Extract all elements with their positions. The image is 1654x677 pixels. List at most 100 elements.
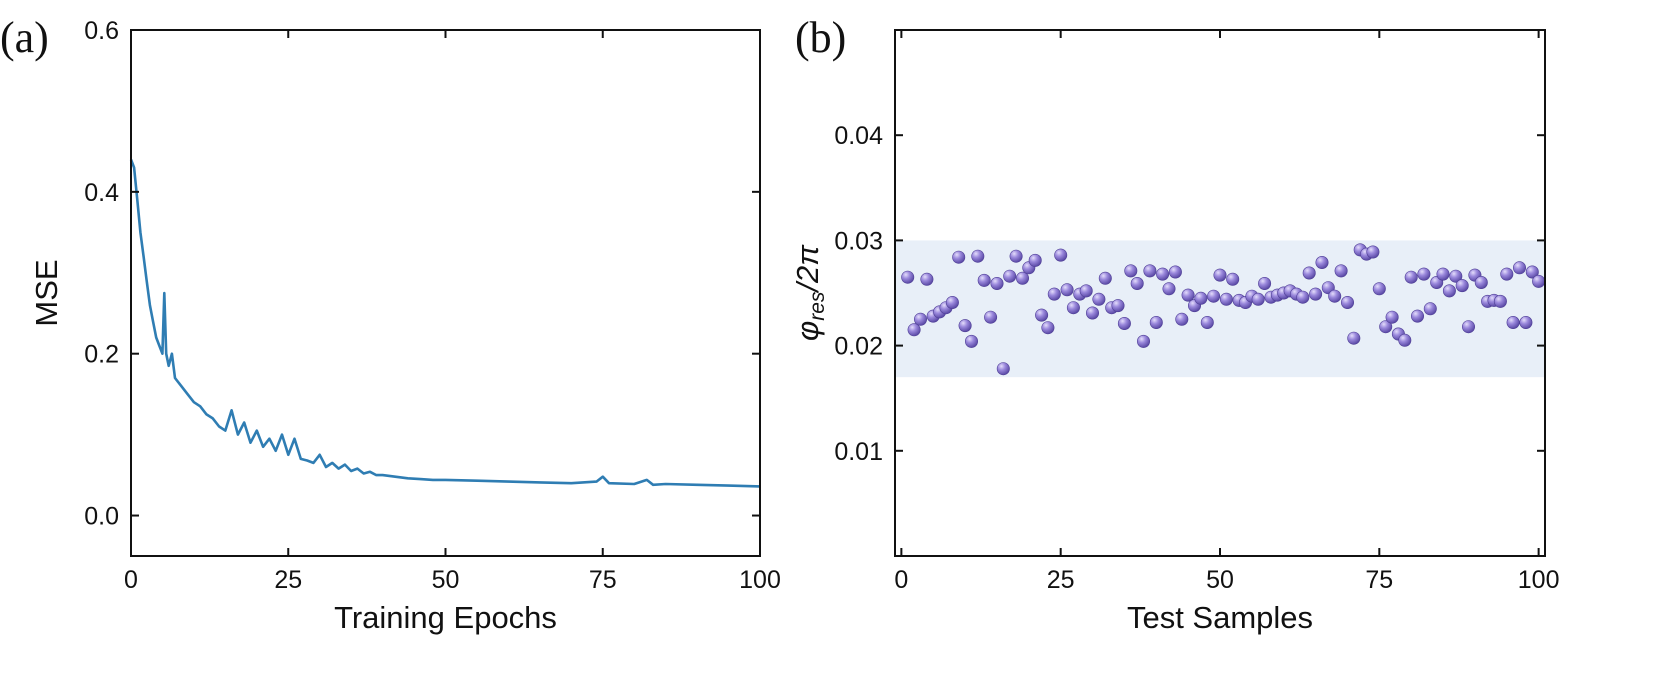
panel-b-label: (b) <box>795 13 846 62</box>
scatter-point <box>1309 287 1323 301</box>
panel-a-label: (a) <box>0 13 49 62</box>
scatter-point <box>1423 302 1437 316</box>
scatter-point <box>984 310 998 324</box>
scatter-point <box>1493 294 1507 308</box>
scatter-point <box>1213 268 1227 282</box>
scatter-point <box>1525 265 1539 279</box>
y-tick-label: 0.01 <box>834 438 883 466</box>
panel-a-y-axis-title: MSE <box>29 259 64 326</box>
scatter-point <box>1404 270 1418 284</box>
scatter-point <box>1398 333 1412 347</box>
scatter-point <box>1194 291 1208 305</box>
scatter-point <box>1117 316 1131 330</box>
panel-b-y-axis-title: φres/2π <box>790 244 829 341</box>
scatter-point <box>1417 267 1431 281</box>
x-tick-label: 0 <box>894 566 908 594</box>
scatter-point <box>907 323 921 337</box>
y-tick-label: 0.4 <box>84 179 119 207</box>
scatter-point <box>901 270 915 284</box>
scatter-point <box>1315 255 1329 269</box>
scatter-point <box>1054 248 1068 262</box>
scatter-point <box>1219 292 1233 306</box>
scatter-point <box>1379 320 1393 334</box>
scatter-point <box>1092 292 1106 306</box>
x-tick-label: 50 <box>1206 566 1234 594</box>
scatter-point <box>1519 315 1533 329</box>
x-tick-label: 0 <box>124 566 138 594</box>
scatter-point <box>1474 275 1488 289</box>
scatter-point <box>1047 287 1061 301</box>
scatter-point <box>1341 295 1355 309</box>
scatter-point <box>1347 331 1361 345</box>
scatter-point <box>1130 276 1144 290</box>
scatter-point <box>1334 264 1348 278</box>
y-tick-label: 0.03 <box>834 227 883 255</box>
scatter-point <box>1060 283 1074 297</box>
scatter-point <box>1200 315 1214 329</box>
scatter-point <box>964 334 978 348</box>
scatter-point <box>1411 309 1425 323</box>
scatter-point <box>1086 306 1100 320</box>
y-tick-label: 0.6 <box>84 17 119 45</box>
panel-a-x-axis-title: Training Epochs <box>334 600 557 635</box>
scatter-point <box>1462 320 1476 334</box>
scatter-point <box>952 250 966 264</box>
scatter-point <box>1251 292 1265 306</box>
scatter-point <box>1442 284 1456 298</box>
y-tick-label: 0.0 <box>84 503 119 531</box>
scatter-point <box>945 295 959 309</box>
scatter-point <box>1226 272 1240 286</box>
scatter-point <box>1207 289 1221 303</box>
scatter-point <box>913 312 927 326</box>
scatter-point <box>1532 274 1546 288</box>
scatter-point <box>1506 315 1520 329</box>
scatter-point <box>1003 269 1017 283</box>
scatter-point <box>958 319 972 333</box>
scatter-point <box>1149 315 1163 329</box>
scatter-point <box>1175 312 1189 326</box>
y-tick-label: 0.2 <box>84 341 119 369</box>
panel-a-mse-chart: (a) 0 25 50 75 100 0.0 0.2 0.4 0.6 Training Epoc… <box>0 13 781 635</box>
scatter-point <box>1168 265 1182 279</box>
scatter-point <box>1385 310 1399 324</box>
panel-b-y-axis-title-main: φ <box>790 321 825 341</box>
scatter-point <box>1302 266 1316 280</box>
scatter-point <box>1098 271 1112 285</box>
panel-b-y-axis-title-tail: /2π <box>790 244 825 294</box>
scatter-point <box>1143 264 1157 278</box>
scatter-point <box>1366 245 1380 259</box>
scatter-point <box>1015 271 1029 285</box>
scatter-point <box>920 272 934 286</box>
scatter-point <box>1513 261 1527 275</box>
scatter-point <box>1455 279 1469 293</box>
y-tick-label: 0.04 <box>834 122 883 150</box>
scatter-point <box>1041 321 1055 335</box>
scatter-point <box>977 273 991 287</box>
scatter-point <box>1162 282 1176 296</box>
scatter-point <box>1258 276 1272 290</box>
scatter-point <box>1296 290 1310 304</box>
scatter-point <box>1328 289 1342 303</box>
scatter-point <box>1436 267 1450 281</box>
x-tick-label: 100 <box>739 566 781 594</box>
x-tick-label: 25 <box>274 566 302 594</box>
scatter-point <box>990 276 1004 290</box>
scatter-point <box>1449 269 1463 283</box>
scatter-point <box>1124 264 1138 278</box>
panel-a-plot-frame <box>130 29 761 557</box>
scatter-point <box>1111 299 1125 313</box>
panel-b-y-axis-title-sub: res <box>806 291 829 321</box>
scatter-point <box>971 249 985 263</box>
scatter-point <box>996 362 1010 376</box>
panel-b-tolerance-band <box>895 240 1545 378</box>
x-tick-label: 75 <box>589 566 617 594</box>
x-tick-label: 100 <box>1518 566 1560 594</box>
x-tick-label: 50 <box>432 566 460 594</box>
scatter-point <box>1156 267 1170 281</box>
y-tick-label: 0.02 <box>834 333 883 361</box>
mse-series-line <box>129 159 761 488</box>
panel-b-residual-phase-chart: (b) 0 25 50 75 100 0.01 0.02 0.03 0.04 Test Samp… <box>790 13 1559 635</box>
x-tick-label: 75 <box>1365 566 1393 594</box>
scatter-point <box>1137 334 1151 348</box>
